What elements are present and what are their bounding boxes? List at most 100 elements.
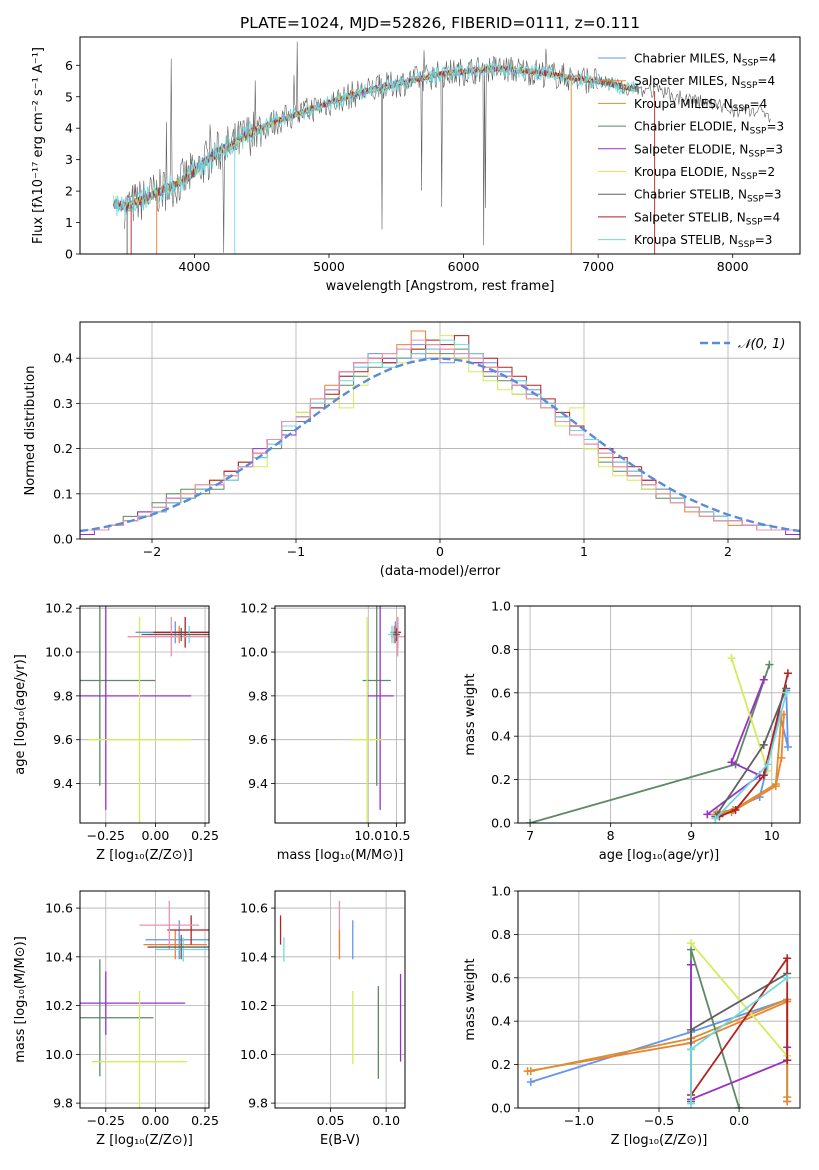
- y-tick-label: 0.0: [491, 1101, 511, 1116]
- y-tick-label: 10.4: [45, 949, 73, 964]
- y-tick-label: 0.4: [53, 351, 73, 366]
- weight_vs_age-axes: 7 8 9 10 0.0 0.2 0.4 0.6 0.8 1.0 age [log₁₀(age/yr…: [463, 599, 801, 863]
- errorbar-point: [390, 616, 405, 657]
- mass_vs_Z-plot-area: [80, 900, 209, 1108]
- weight_vs_Z-axes: −1.0 −0.5 0.0 0.0 0.2 0.4 0.6 0.8 1.0 Z [log₁₀(Z/…: [463, 884, 801, 1148]
- legend-label-sub: SSP: [733, 104, 750, 114]
- x-axis-label: age [log₁₀(age/yr)]: [599, 848, 720, 863]
- x-tick-label: 0.0: [729, 1113, 749, 1128]
- x-axis-label: (data-model)/error: [380, 564, 501, 579]
- y-tick-label: 0.2: [491, 1057, 511, 1072]
- histogram-step: [80, 339, 800, 531]
- legend-label-main: Salpeter STELIB, N: [634, 210, 746, 224]
- residuals-axes: −2 −1 0 1 2 0.0 0.1 0.2 0.3 0.4 (data-model)/error…: [23, 321, 801, 579]
- y-tick-label: 2: [65, 184, 73, 199]
- gaussian-reference-line: [80, 357, 800, 533]
- x-tick-label: 0.25: [191, 1113, 219, 1128]
- errorbar-point: [350, 616, 384, 823]
- spectrum-plot-area: [113, 41, 771, 254]
- errorbar-point: [91, 990, 188, 1108]
- errorbar-point: [139, 900, 200, 950]
- weight-marker: [759, 740, 768, 749]
- axes-frame: [79, 605, 210, 824]
- weight-marker: [783, 1093, 792, 1102]
- y-axis-label: mass weight: [463, 673, 478, 755]
- legend-label: Kroupa STELIB, NSSP=3: [634, 233, 772, 250]
- y-tick-label: 9.6: [248, 732, 268, 747]
- legend-label-tail: =2: [757, 165, 775, 179]
- y-tick-label: 0.0: [53, 532, 73, 547]
- weight-marker: [783, 1056, 792, 1065]
- x-axis-label: wavelength [Angstrom, rest frame]: [326, 279, 555, 294]
- y-tick-label: 1: [65, 215, 73, 230]
- weight-marker: [687, 939, 696, 948]
- mass_vs_Z-axes: −0.25 0.00 0.25 9.8 10.0 10.2 10.4 10.6 Z [log₁₀…: [13, 890, 219, 1148]
- mass_vs_EBV-axes: 0.05 0.10 9.8 10.0 10.2 10.4 10.6 E(B-V): [240, 890, 406, 1148]
- weight-marker: [526, 1077, 535, 1086]
- y-tick-label: 0.2: [491, 772, 511, 787]
- weight-line: [730, 657, 769, 772]
- x-axis-label: Z [log₁₀(Z/Z⊙)]: [611, 1133, 708, 1148]
- weight-marker: [782, 688, 791, 697]
- x-tick-label: 0.25: [191, 828, 219, 843]
- y-tick-label: 4: [65, 121, 73, 136]
- weight-marker: [727, 654, 736, 663]
- weight-marker: [783, 973, 792, 982]
- legend-label-main: Salpeter ELODIE, N: [634, 142, 748, 156]
- legend-label-sub: SSP: [742, 59, 759, 69]
- weight-marker: [687, 960, 696, 969]
- spectrum-line: [597, 73, 771, 123]
- axes-frame: [274, 890, 406, 1109]
- y-tick-label: 0: [65, 247, 73, 262]
- y-tick-label: 0.8: [491, 642, 511, 657]
- x-tick-label: 0.05: [317, 1113, 345, 1128]
- residuals-plot-area: [80, 330, 800, 535]
- x-tick-label: −1.0: [564, 1113, 594, 1128]
- y-tick-label: 10.0: [45, 1047, 73, 1062]
- x-tick-label: 10: [764, 828, 780, 843]
- x-tick-label: 0.00: [141, 828, 169, 843]
- y-tick-label: 10.0: [45, 645, 73, 660]
- y-tick-label: 9.8: [248, 1096, 268, 1111]
- weight-marker: [687, 1025, 696, 1034]
- weight_vs_Z-plot-area: [523, 939, 792, 1108]
- x-tick-label: 4000: [178, 259, 210, 274]
- x-tick-label: 7000: [582, 259, 614, 274]
- weight-marker: [783, 669, 792, 678]
- age_vs_Z-axes: −0.25 0.00 0.25 9.4 9.6 9.8 10.0 10.2 Z [log₁₀(Z…: [13, 601, 219, 863]
- x-axis-label: Z [log₁₀(Z/Z⊙)]: [96, 848, 193, 863]
- legend-label-main: Salpeter MILES, N: [634, 74, 741, 88]
- y-tick-label: 10.0: [240, 645, 268, 660]
- legend-label-sub: SSP: [748, 149, 765, 159]
- weight-marker: [687, 1045, 696, 1054]
- y-tick-label: 9.8: [248, 688, 268, 703]
- y-tick-label: 10.2: [240, 998, 268, 1013]
- weight-marker: [731, 805, 740, 814]
- weight-marker: [526, 1067, 535, 1076]
- y-tick-label: 0.4: [491, 729, 511, 744]
- errorbar-point: [141, 627, 209, 642]
- y-tick-label: 5: [65, 89, 73, 104]
- legend-label-tail: =4: [757, 74, 775, 88]
- spectrum-line: [113, 61, 639, 218]
- y-axis-label: Normed distribution: [23, 366, 38, 496]
- axes-frame: [79, 890, 210, 1109]
- x-axis-label: Z [log₁₀(Z/Z⊙)]: [96, 1133, 193, 1148]
- errorbar-point: [155, 937, 209, 962]
- errorbar-point: [147, 934, 209, 960]
- legend-label-sub: SSP: [741, 172, 758, 182]
- errorbar-point: [80, 959, 154, 1077]
- errorbar-point: [127, 616, 209, 657]
- legend-label-sub: SSP: [750, 127, 767, 137]
- x-tick-label: 9: [687, 828, 695, 843]
- weight-marker: [783, 743, 792, 752]
- x-tick-label: 7: [526, 828, 534, 843]
- y-tick-label: 10.4: [240, 949, 268, 964]
- x-tick-label: −1: [287, 544, 305, 559]
- y-tick-label: 9.4: [248, 776, 268, 791]
- x-tick-label: −2: [143, 544, 161, 559]
- weight-marker: [711, 814, 720, 823]
- errorbar-point: [143, 930, 208, 960]
